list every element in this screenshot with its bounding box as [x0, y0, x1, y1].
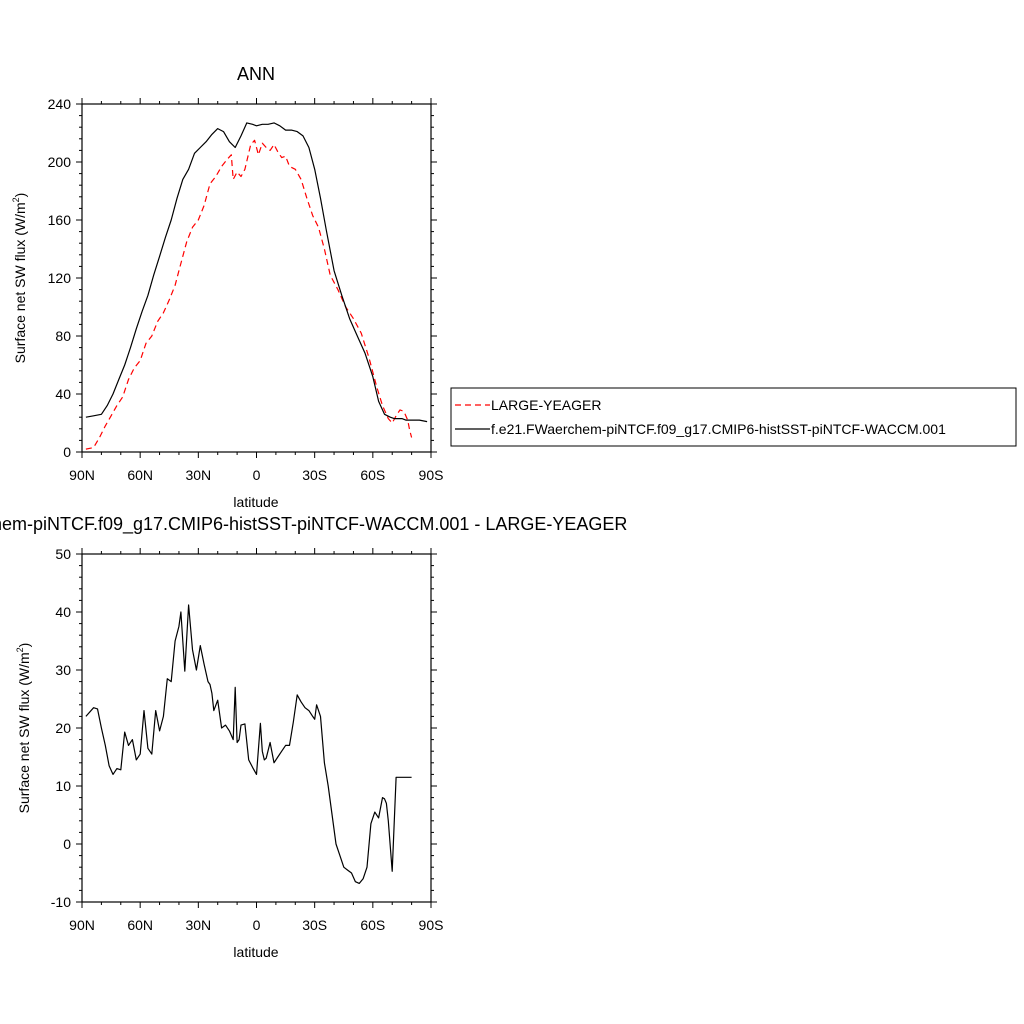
top-y-tick-label: 200 [48, 154, 72, 170]
top-axis-ticks [76, 98, 437, 458]
top-series-line-0 [85, 139, 413, 450]
bottom-y-tick-label: 10 [55, 778, 71, 794]
bottom-x-tick-label: 30S [302, 917, 327, 933]
top-series-line-1 [85, 122, 428, 423]
bottom-y-tick-label: 40 [55, 604, 71, 620]
top-x-tick-label: 60N [127, 467, 153, 483]
legend-label-large-yeager: LARGE-YEAGER [491, 397, 601, 413]
bottom-axis-ticks [76, 548, 437, 908]
top-y-tick-label: 160 [48, 212, 72, 228]
top-y-tick-label: 40 [55, 386, 71, 402]
bottom-series-lines [85, 604, 412, 885]
bottom-tick-labels: 90N 60N 30N 0 30S 60S 90S -10 0 10 20 30 40 50 [51, 546, 444, 933]
bottom-y-tick-label: -10 [51, 894, 71, 910]
top-y-tick-label: 0 [63, 444, 71, 460]
top-x-tick-label: 0 [253, 467, 261, 483]
bottom-series-line-0 [85, 604, 412, 885]
bottom-y-tick-label: 20 [55, 720, 71, 736]
top-y-tick-label: 120 [48, 270, 72, 286]
bottom-y-label-close: ) [16, 643, 32, 648]
bottom-x-axis-label: latitude [233, 944, 278, 960]
bottom-y-tick-label: 50 [55, 546, 71, 562]
top-tick-labels: 90N 60N 30N 0 30S 60S 90S 0 40 80 120 160 200 240 [48, 96, 444, 483]
top-y-label-close: ) [12, 193, 28, 198]
top-x-tick-label: 60S [360, 467, 385, 483]
legend-label-waccm: f.e21.FWaerchem-piNTCF.f09_g17.CMIP6-his… [491, 421, 946, 437]
bottom-chart-title: f.e21.FWaerchem-piNTCF.f09_g17.CMIP6-his… [0, 514, 627, 535]
top-x-tick-label: 90S [419, 467, 444, 483]
legend: LARGE-YEAGER f.e21.FWaerchem-piNTCF.f09_… [450, 387, 1017, 447]
top-x-tick-label: 30S [302, 467, 327, 483]
top-panel: ANN 90N 60N 30N 0 30S 60S 90S 0 40 80 120 160 200 240… [11, 64, 443, 510]
top-plot-frame [81, 103, 432, 453]
bottom-x-tick-label: 0 [253, 917, 261, 933]
bottom-x-tick-label: 60S [360, 917, 385, 933]
bottom-x-tick-label: 90S [419, 917, 444, 933]
bottom-y-label-sup: 2 [15, 647, 25, 652]
legend-box [450, 387, 1017, 447]
bottom-plot-frame [81, 553, 432, 903]
top-y-axis-label: Surface net SW flux (W/m2) [11, 193, 28, 364]
bottom-x-tick-label: 90N [69, 917, 95, 933]
bottom-x-tick-label: 60N [127, 917, 153, 933]
top-x-tick-label: 90N [69, 467, 95, 483]
top-y-tick-label: 240 [48, 96, 72, 112]
top-y-label-main: Surface net SW flux (W/m [12, 202, 28, 363]
bottom-y-axis-label: Surface net SW flux (W/m2) [15, 643, 32, 814]
top-y-tick-label: 80 [55, 328, 71, 344]
bottom-panel: f.e21.FWaerchem-piNTCF.f09_g17.CMIP6-his… [0, 514, 627, 960]
top-series-lines [85, 122, 428, 450]
top-x-axis-label: latitude [233, 494, 278, 510]
bottom-y-tick-label: 0 [63, 836, 71, 852]
bottom-x-tick-label: 30N [185, 917, 211, 933]
bottom-y-tick-label: 30 [55, 662, 71, 678]
top-y-label-sup: 2 [11, 197, 21, 202]
top-x-tick-label: 30N [185, 467, 211, 483]
top-chart-title: ANN [237, 64, 275, 84]
bottom-y-label-main: Surface net SW flux (W/m [16, 652, 32, 813]
